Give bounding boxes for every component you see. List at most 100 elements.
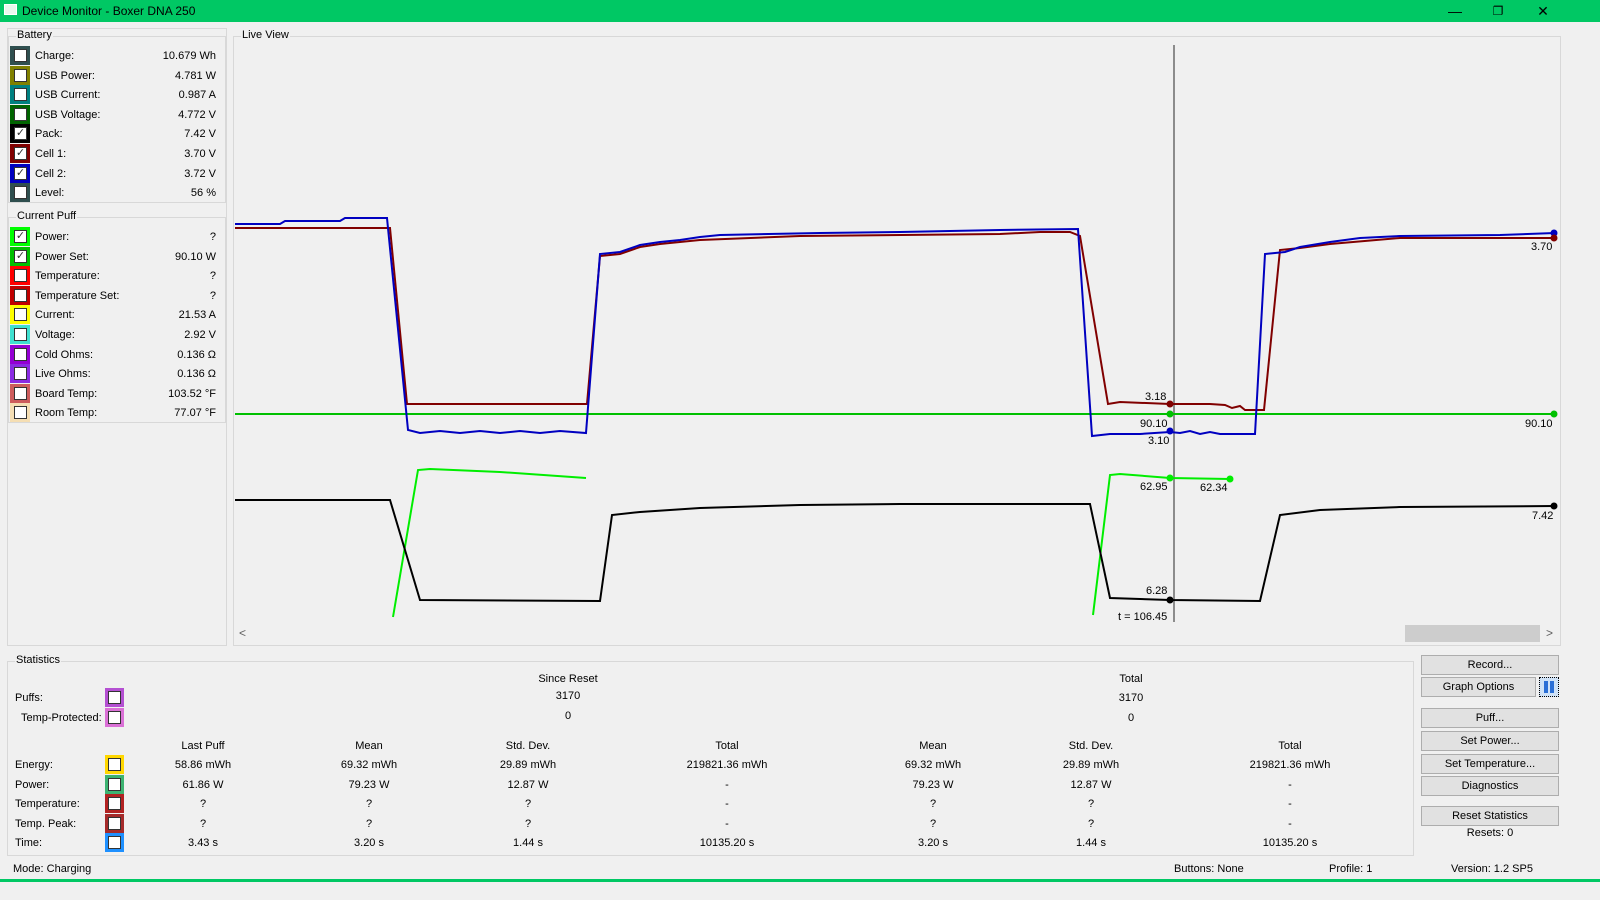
checkbox-usb-power[interactable] xyxy=(14,68,27,82)
stat-swatch-energy xyxy=(105,755,124,774)
right-label-cell1: 3.70 xyxy=(1531,241,1552,253)
checkbox-room-temp[interactable] xyxy=(14,406,27,420)
status-profile: Profile: 1 xyxy=(1329,863,1373,875)
checkbox-level[interactable] xyxy=(14,186,27,200)
checkbox-power-set[interactable]: ✓ xyxy=(14,249,27,263)
color-swatch xyxy=(10,325,30,344)
stat-checkbox-temperature[interactable] xyxy=(108,797,121,811)
checkbox-charge[interactable] xyxy=(14,49,27,62)
checkbox-live-ohms[interactable] xyxy=(14,367,27,381)
value-power-set: 90.10 W xyxy=(175,250,216,263)
color-swatch xyxy=(10,266,30,286)
checkbox-temperature-set[interactable] xyxy=(14,288,27,302)
puffs-checkbox[interactable] xyxy=(108,691,121,704)
stat-cell: - xyxy=(725,817,729,830)
set-temperature-button[interactable]: Set Temperature... xyxy=(1421,754,1559,774)
row-usb-voltage: USB Voltage: 4.772 V xyxy=(10,104,216,125)
stat-cell: ? xyxy=(524,798,532,811)
horizontal-scrollbar[interactable]: < > xyxy=(235,625,1560,642)
checkbox-voltage[interactable] xyxy=(14,328,27,341)
current-puff-title: Current Puff xyxy=(16,210,78,222)
cursor-dot-cell1 xyxy=(1166,400,1174,408)
checkbox-cell-1[interactable]: ✓ xyxy=(14,147,27,160)
stat-checkbox-temp-peak[interactable] xyxy=(108,816,121,830)
row-power-set: ✓ Power Set: 90.10 W xyxy=(10,246,216,267)
stat-cell: - xyxy=(725,798,729,811)
stat-cell: 10135.20 s xyxy=(699,837,755,850)
cursor-label-pack: 6.28 xyxy=(1146,585,1167,597)
diagnostics-button[interactable]: Diagnostics xyxy=(1421,776,1559,796)
power-trace-2 xyxy=(1092,472,1231,616)
value-charge: 10.679 Wh xyxy=(162,50,216,62)
puff-button[interactable]: Puff... xyxy=(1421,708,1559,728)
checkbox-cell-2[interactable]: ✓ xyxy=(14,166,27,180)
temp-protected-checkbox[interactable] xyxy=(108,711,121,724)
row-level: Level: 56 % xyxy=(10,183,216,203)
label-voltage: Voltage: xyxy=(35,329,75,341)
reset-statistics-button[interactable]: Reset Statistics xyxy=(1421,806,1559,826)
stat-cell: ? xyxy=(929,798,937,811)
label-live-ohms: Live Ohms: xyxy=(35,368,91,381)
cursor-label-power: 62.95 xyxy=(1140,481,1168,493)
color-swatch: ✓ xyxy=(10,227,30,246)
checkbox-board-temp[interactable] xyxy=(14,386,27,400)
stat-label-power: Power: xyxy=(15,778,50,791)
color-swatch xyxy=(10,305,30,325)
value-room-temp: 77.07 °F xyxy=(174,407,216,420)
close-button[interactable]: ✕ xyxy=(1537,3,1549,19)
pack-trace xyxy=(235,499,1556,603)
label-power: Power: xyxy=(35,231,70,243)
stat-checkbox-power[interactable] xyxy=(108,777,121,791)
color-swatch xyxy=(10,183,30,203)
stat-cell: 58.86 mWh xyxy=(174,759,232,771)
live-view-graph[interactable]: 3.18 90.10 3.10 62.95 62.34 6.28 t = 106… xyxy=(235,45,1560,625)
right-label-pack: 7.42 xyxy=(1532,510,1553,522)
end-label-power: 62.34 xyxy=(1200,482,1228,494)
live-view-title: Live View xyxy=(241,29,290,41)
stat-cell: 3.20 s xyxy=(354,837,384,850)
stat-swatch-power xyxy=(105,774,124,794)
battery-group: Battery Charge: 10.679 Wh USB Power: 4.781 … xyxy=(8,29,226,203)
color-swatch: ✓ xyxy=(10,163,30,183)
set-power-button[interactable]: Set Power... xyxy=(1421,731,1559,751)
label-cell-1: Cell 1: xyxy=(35,148,67,160)
checkbox-cold-ohms[interactable] xyxy=(14,347,27,361)
checkbox-power[interactable]: ✓ xyxy=(14,230,27,243)
checkbox-temperature[interactable] xyxy=(14,269,27,283)
cursor-time-label: t = 106.45 xyxy=(1118,611,1167,623)
minimize-button[interactable]: — xyxy=(1448,3,1462,19)
checkbox-usb-voltage[interactable] xyxy=(14,107,27,121)
since-reset-puffs: 3170 xyxy=(555,690,581,702)
graph-options-button[interactable]: Graph Options xyxy=(1421,677,1536,697)
statistics-group: Statistics xyxy=(7,654,1414,856)
temp-protected-label: Temp-Protected: xyxy=(21,712,102,724)
stat-checkbox-time[interactable] xyxy=(108,836,121,850)
value-power: ? xyxy=(209,231,216,243)
checkbox-usb-current[interactable] xyxy=(14,88,27,102)
power-trace-1 xyxy=(392,467,587,618)
app-icon xyxy=(4,4,17,15)
stat-checkbox-energy[interactable] xyxy=(108,758,121,771)
scrollbar-thumb[interactable] xyxy=(1405,625,1540,642)
pause-button[interactable] xyxy=(1539,677,1559,697)
record-button[interactable]: Record... xyxy=(1421,655,1559,675)
end-dot-power-set xyxy=(1550,410,1558,418)
stat-cell: 3.20 s xyxy=(918,837,948,850)
puffs-swatch xyxy=(105,688,124,707)
window-title: Device Monitor - Boxer DNA 250 xyxy=(22,4,196,18)
checkbox-pack[interactable]: ✓ xyxy=(14,127,27,141)
restore-button[interactable]: ❐ xyxy=(1492,4,1504,18)
value-usb-current: 0.987 A xyxy=(178,89,216,102)
value-cell-2: 3.72 V xyxy=(184,167,216,180)
checkbox-current[interactable] xyxy=(14,308,27,322)
scroll-left-arrow[interactable]: < xyxy=(239,626,247,640)
row-room-temp: Room Temp: 77.07 °F xyxy=(10,403,216,423)
color-swatch: ✓ xyxy=(10,124,30,144)
row-usb-current: USB Current: 0.987 A xyxy=(10,85,216,105)
scroll-right-arrow[interactable]: > xyxy=(1546,626,1554,640)
total-temp-protected: 0 xyxy=(1127,712,1135,724)
row-pack: ✓ Pack: 7.42 V xyxy=(10,124,216,144)
cursor-dot-power xyxy=(1166,474,1174,482)
stat-cell: 29.89 mWh xyxy=(499,759,557,771)
resets-count: Resets: 0 xyxy=(1466,827,1514,839)
